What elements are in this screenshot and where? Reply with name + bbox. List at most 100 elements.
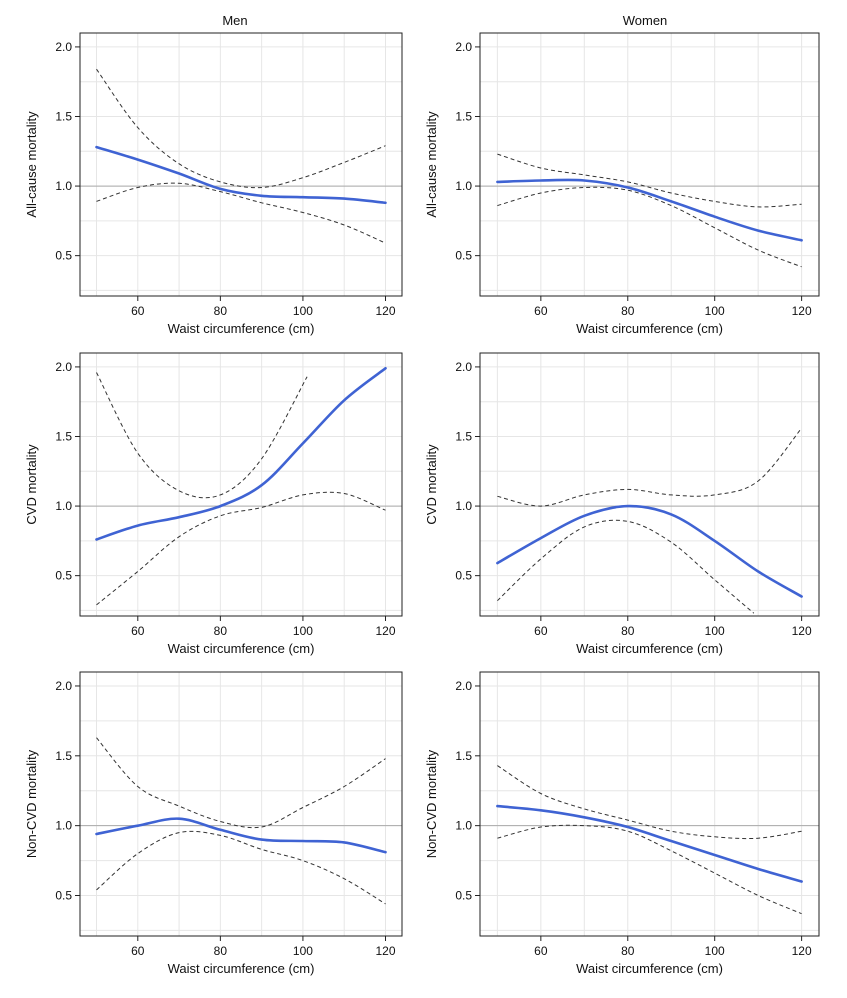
y-tick-label: 0.5 — [55, 249, 72, 263]
x-tick-label: 60 — [534, 304, 548, 318]
series-lower-ci-line — [497, 186, 802, 268]
y-axis-title: CVD mortality — [424, 444, 439, 525]
series-estimate-line — [496, 804, 803, 883]
series-lower-ci-line — [96, 491, 386, 606]
y-tick-label: 1.0 — [55, 499, 72, 513]
y-tick-label: 2.0 — [455, 360, 472, 374]
x-tick-label: 60 — [131, 624, 145, 638]
series-group — [95, 737, 387, 905]
y-tick-label: 2.0 — [55, 40, 72, 54]
y-tick-label: 1.0 — [455, 499, 472, 513]
column-title-women: Women — [623, 13, 668, 28]
series-estimate-line — [496, 504, 803, 598]
series-lower-ci-line — [497, 824, 802, 915]
x-axis-title: Waist circumference (cm) — [168, 321, 315, 336]
y-tick-label: 1.0 — [55, 179, 72, 193]
y-tick-label: 2.0 — [455, 679, 472, 693]
y-axis-title: Non-CVD mortality — [424, 749, 439, 858]
x-axis-title: Waist circumference (cm) — [576, 321, 723, 336]
x-tick-label: 100 — [705, 304, 725, 318]
y-axis-title: Non-CVD mortality — [24, 749, 39, 858]
x-tick-label: 120 — [792, 304, 812, 318]
y-tick-label: 1.0 — [455, 179, 472, 193]
x-tick-label: 120 — [792, 944, 812, 958]
plot-frame — [479, 352, 820, 617]
plot-area — [480, 353, 819, 616]
series-group — [496, 765, 803, 915]
plot-area — [480, 672, 819, 936]
y-tick-label: 2.0 — [55, 360, 72, 374]
y-tick-label: 1.5 — [455, 429, 472, 443]
y-tick-label: 2.0 — [55, 679, 72, 693]
y-tick-label: 2.0 — [455, 40, 472, 54]
y-tick-label: 1.0 — [455, 819, 472, 833]
x-tick-label: 60 — [131, 944, 145, 958]
chart-panel-row1-men: 0.5 1.0 1.5 2.0 60 80 100 120 Waist circumferenc… — [24, 32, 403, 336]
panel-grid: 0.5 1.0 1.5 2.0 60 80 100 120 Waist circumferenc… — [24, 32, 820, 976]
x-tick-label: 80 — [621, 304, 635, 318]
x-tick-label: 60 — [534, 624, 548, 638]
y-tick-label: 0.5 — [55, 888, 72, 902]
y-tick-label: 1.5 — [55, 429, 72, 443]
x-tick-label: 80 — [214, 624, 228, 638]
x-tick-label: 80 — [214, 944, 228, 958]
series-upper-ci-line — [497, 153, 802, 208]
x-tick-label: 100 — [705, 944, 725, 958]
x-tick-label: 120 — [792, 624, 812, 638]
series-upper-ci-line — [497, 427, 802, 507]
x-tick-label: 100 — [293, 304, 313, 318]
x-tick-label: 120 — [375, 944, 395, 958]
y-tick-label: 0.5 — [55, 569, 72, 583]
series-lower-ci-line — [96, 830, 386, 905]
y-tick-label: 1.5 — [55, 109, 72, 123]
x-tick-label: 100 — [293, 944, 313, 958]
series-upper-ci-line — [96, 372, 308, 499]
x-tick-label: 120 — [375, 624, 395, 638]
x-tick-label: 80 — [621, 944, 635, 958]
plot-area — [80, 672, 402, 936]
chart-panel-row2-men: 0.5 1.0 1.5 2.0 60 80 100 120 Waist circumferenc… — [24, 352, 403, 656]
series-estimate-line — [496, 178, 803, 242]
series-estimate-line — [95, 817, 387, 854]
series-estimate-line — [95, 367, 387, 541]
chart-panel-row1-women: 0.5 1.0 1.5 2.0 60 80 100 120 Waist circumferenc… — [424, 32, 820, 336]
plot-frame — [79, 352, 403, 617]
y-tick-label: 1.5 — [455, 749, 472, 763]
chart-panel-row3-women: 0.5 1.0 1.5 2.0 60 80 100 120 Waist circumferenc… — [424, 671, 820, 976]
series-upper-ci-line — [96, 68, 386, 189]
plot-frame — [479, 32, 820, 297]
x-axis-title: Waist circumference (cm) — [576, 641, 723, 656]
x-axis-title: Waist circumference (cm) — [576, 961, 723, 976]
x-axis-title: Waist circumference (cm) — [168, 961, 315, 976]
plot-area — [80, 33, 402, 296]
y-axis-title: CVD mortality — [24, 444, 39, 525]
y-axis-title: All-cause mortality — [24, 111, 39, 218]
series-upper-ci-line — [96, 737, 386, 829]
x-tick-label: 120 — [375, 304, 395, 318]
plot-frame — [479, 671, 820, 937]
column-title-men: Men — [222, 13, 247, 28]
series-estimate-line — [95, 145, 387, 205]
x-tick-label: 100 — [705, 624, 725, 638]
series-group — [496, 153, 803, 268]
y-tick-label: 0.5 — [455, 249, 472, 263]
series-group — [95, 68, 387, 244]
x-tick-label: 80 — [621, 624, 635, 638]
chart-panel-row2-women: 0.5 1.0 1.5 2.0 60 80 100 120 Waist circumferenc… — [424, 352, 820, 656]
series-lower-ci-line — [96, 182, 386, 244]
y-tick-label: 1.5 — [455, 109, 472, 123]
series-group — [95, 367, 387, 606]
x-tick-label: 80 — [214, 304, 228, 318]
x-tick-label: 100 — [293, 624, 313, 638]
y-tick-label: 0.5 — [455, 888, 472, 902]
series-group — [496, 427, 803, 614]
x-tick-label: 60 — [131, 304, 145, 318]
chart-panel-row3-men: 0.5 1.0 1.5 2.0 60 80 100 120 Waist circumferenc… — [24, 671, 403, 976]
plot-frame — [79, 32, 403, 297]
x-tick-label: 60 — [534, 944, 548, 958]
y-tick-label: 0.5 — [455, 569, 472, 583]
y-axis-title: All-cause mortality — [424, 111, 439, 218]
y-tick-label: 1.0 — [55, 819, 72, 833]
plot-frame — [79, 671, 403, 937]
